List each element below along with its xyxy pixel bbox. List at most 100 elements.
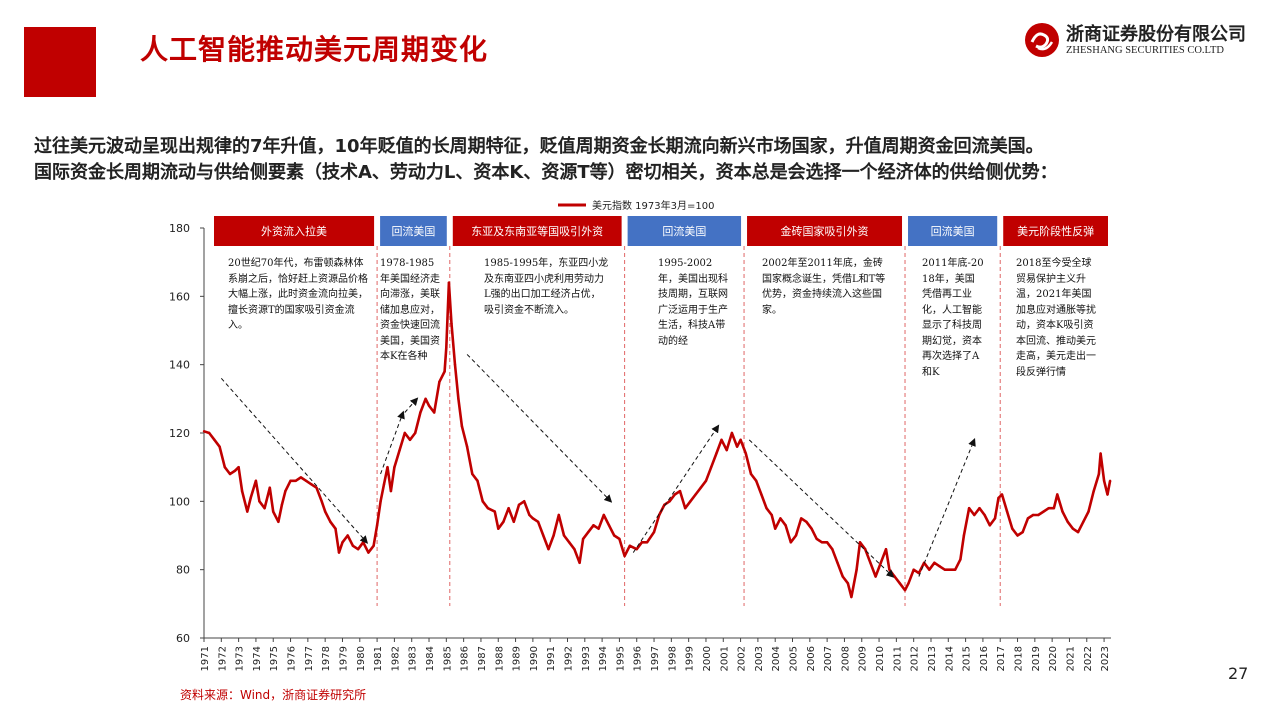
period-annotation: 1978-1985年美国经济走向滞涨，美联储加息应对，资金快速回流美国，美国资本… (380, 258, 440, 362)
data-point (246, 510, 249, 513)
data-source-note: 资料来源：Wind，浙商证券研究所 (180, 688, 367, 702)
data-point (699, 486, 702, 489)
data-point (450, 322, 453, 325)
data-point (774, 527, 777, 530)
data-point (578, 561, 581, 565)
data-point (1042, 510, 1045, 513)
data-point (228, 472, 232, 476)
x-tick-label: 2017 (996, 646, 1007, 671)
x-tick-label: 1974 (252, 646, 263, 671)
intro-line-2: 国际资金长周期流动与供给侧要素（技术A、劳动力L、资本K、资源T等）密切相关，资… (34, 162, 1058, 183)
data-point (668, 500, 671, 503)
data-point (1052, 506, 1056, 510)
x-tick-label: 2023 (1100, 646, 1111, 671)
x-tick-label: 2018 (1014, 646, 1025, 671)
x-tick-label: 1971 (200, 646, 211, 671)
data-point (938, 565, 941, 568)
period-banner (908, 216, 998, 246)
data-point (263, 506, 266, 510)
x-tick-label: 1998 (667, 646, 678, 671)
data-point (476, 479, 479, 483)
x-tick-label: 1980 (356, 646, 367, 671)
x-tick-label: 1991 (546, 646, 557, 671)
data-point (393, 465, 396, 469)
data-point (341, 541, 344, 544)
data-point (568, 541, 571, 544)
x-tick-label: 1985 (442, 646, 453, 671)
period-banner (1003, 216, 1108, 246)
data-point (223, 465, 226, 469)
data-point (888, 568, 891, 571)
data-point (1031, 513, 1035, 517)
data-point (536, 520, 540, 524)
data-point (403, 431, 406, 435)
data-point (507, 506, 510, 510)
data-point (730, 431, 734, 435)
data-point (917, 571, 921, 575)
period-banner-label: 美元阶段性反弹 (1017, 224, 1094, 238)
data-point (443, 370, 446, 373)
data-point (329, 520, 332, 524)
data-point (299, 476, 303, 479)
data-point (207, 431, 211, 435)
data-point (784, 524, 787, 527)
x-tick-label: 2020 (1048, 646, 1059, 671)
data-point (749, 472, 753, 476)
x-tick-label: 2022 (1083, 646, 1094, 671)
x-tick-label: 2013 (927, 646, 938, 671)
data-point (362, 541, 365, 544)
data-point (825, 541, 829, 544)
period-banner-label: 金砖国家吸引外资 (781, 224, 869, 238)
data-point (419, 411, 422, 414)
logo-company-name-en: ZHESHANG SECURITIES CO.LTD (1066, 45, 1224, 56)
data-point (433, 411, 436, 414)
x-tick-label: 1997 (650, 646, 661, 671)
data-point (967, 506, 971, 510)
data-point (523, 500, 526, 503)
data-point (820, 541, 824, 544)
data-point (640, 541, 644, 544)
data-point (779, 517, 782, 520)
data-point (628, 544, 632, 547)
data-point (375, 524, 379, 527)
x-tick-label: 1989 (512, 646, 523, 671)
data-point (810, 527, 813, 530)
period-banner-label: 外资流入拉美 (261, 224, 327, 238)
data-point (907, 582, 910, 585)
data-point (618, 537, 621, 541)
data-point (973, 513, 976, 517)
x-tick-label: 1975 (269, 646, 280, 671)
data-point (213, 438, 216, 442)
x-tick-label: 2007 (823, 646, 834, 671)
x-tick-label: 2021 (1065, 646, 1076, 671)
period-annotation: 20世纪70年代，布雷顿森林体系崩之后，恰好赶上资源品价格大幅上涨，此时资金流向… (228, 258, 368, 331)
intro-line-1: 过往美元波动呈现出规律的7年升值，10年贬值的长周期特征，贬值周期资金长期流向新… (34, 136, 1044, 157)
data-point (517, 503, 521, 506)
x-tick-label: 2006 (806, 646, 817, 671)
data-point (294, 479, 297, 483)
x-tick-label: 2019 (1031, 646, 1042, 671)
data-point (237, 465, 240, 469)
data-point (277, 520, 280, 524)
x-tick-label: 2004 (771, 646, 782, 671)
data-point (258, 500, 261, 503)
data-point (413, 431, 417, 435)
data-point (272, 510, 275, 513)
data-point (202, 430, 206, 433)
data-point (315, 486, 318, 489)
data-point (592, 524, 595, 527)
period-banner-label: 回流美国 (662, 224, 706, 238)
data-point (720, 438, 723, 442)
legend-label: 美元指数 1973年3月=100 (592, 199, 714, 212)
data-point (912, 568, 915, 571)
data-point (424, 397, 427, 401)
data-point (846, 582, 850, 585)
data-point (304, 479, 308, 483)
trend-arrow (380, 410, 405, 475)
data-point (962, 534, 966, 537)
data-point (562, 534, 566, 537)
data-point (879, 561, 882, 565)
data-point (372, 544, 375, 547)
zheshang-logo-icon (1025, 23, 1059, 57)
data-point (486, 506, 490, 510)
